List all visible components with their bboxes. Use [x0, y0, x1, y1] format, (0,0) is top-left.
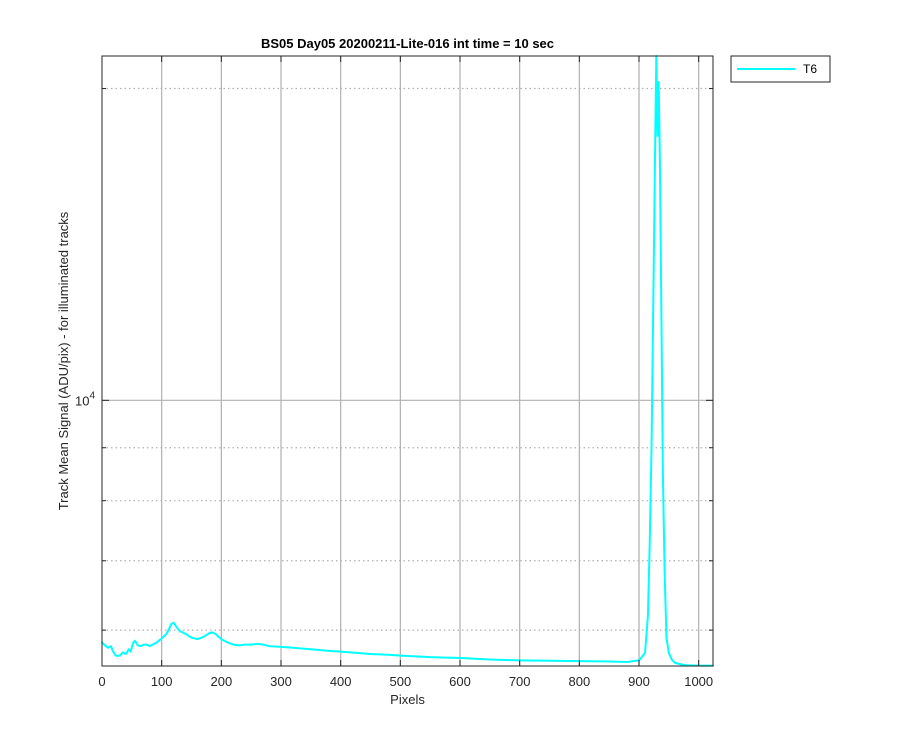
x-tick-label-500: 500: [389, 674, 411, 689]
y-tick-label-10e4: 104: [75, 390, 95, 408]
legend-entry-t6: T6: [803, 62, 817, 76]
legend: T6: [730, 55, 831, 83]
chart-title: BS05 Day05 20200211-Lite-016 int time = …: [261, 36, 554, 51]
series-line-t6: [101, 55, 714, 667]
plot-frame: [101, 55, 714, 667]
tick-marks: [101, 56, 713, 666]
x-axis-label: Pixels: [390, 692, 425, 707]
x-tick-label-400: 400: [330, 674, 352, 689]
x-tick-label-700: 700: [509, 674, 531, 689]
y-axis-label: Track Mean Signal (ADU/pix) - for illumi…: [56, 211, 71, 510]
axes-frame: [101, 55, 714, 667]
tick-labels: 0 100 200 300 400 500 600 700 800 900 1000 104: [75, 390, 713, 689]
x-tick-label-0: 0: [98, 674, 105, 689]
series-layer: [101, 55, 714, 667]
x-tick-label-900: 900: [628, 674, 650, 689]
x-tick-label-1000: 1000: [684, 674, 713, 689]
x-tick-label-200: 200: [210, 674, 232, 689]
plot-area: [102, 56, 713, 666]
x-tick-label-800: 800: [568, 674, 590, 689]
x-tick-label-300: 300: [270, 674, 292, 689]
x-tick-label-600: 600: [449, 674, 471, 689]
grid-lines: [102, 56, 713, 666]
x-tick-label-100: 100: [151, 674, 173, 689]
